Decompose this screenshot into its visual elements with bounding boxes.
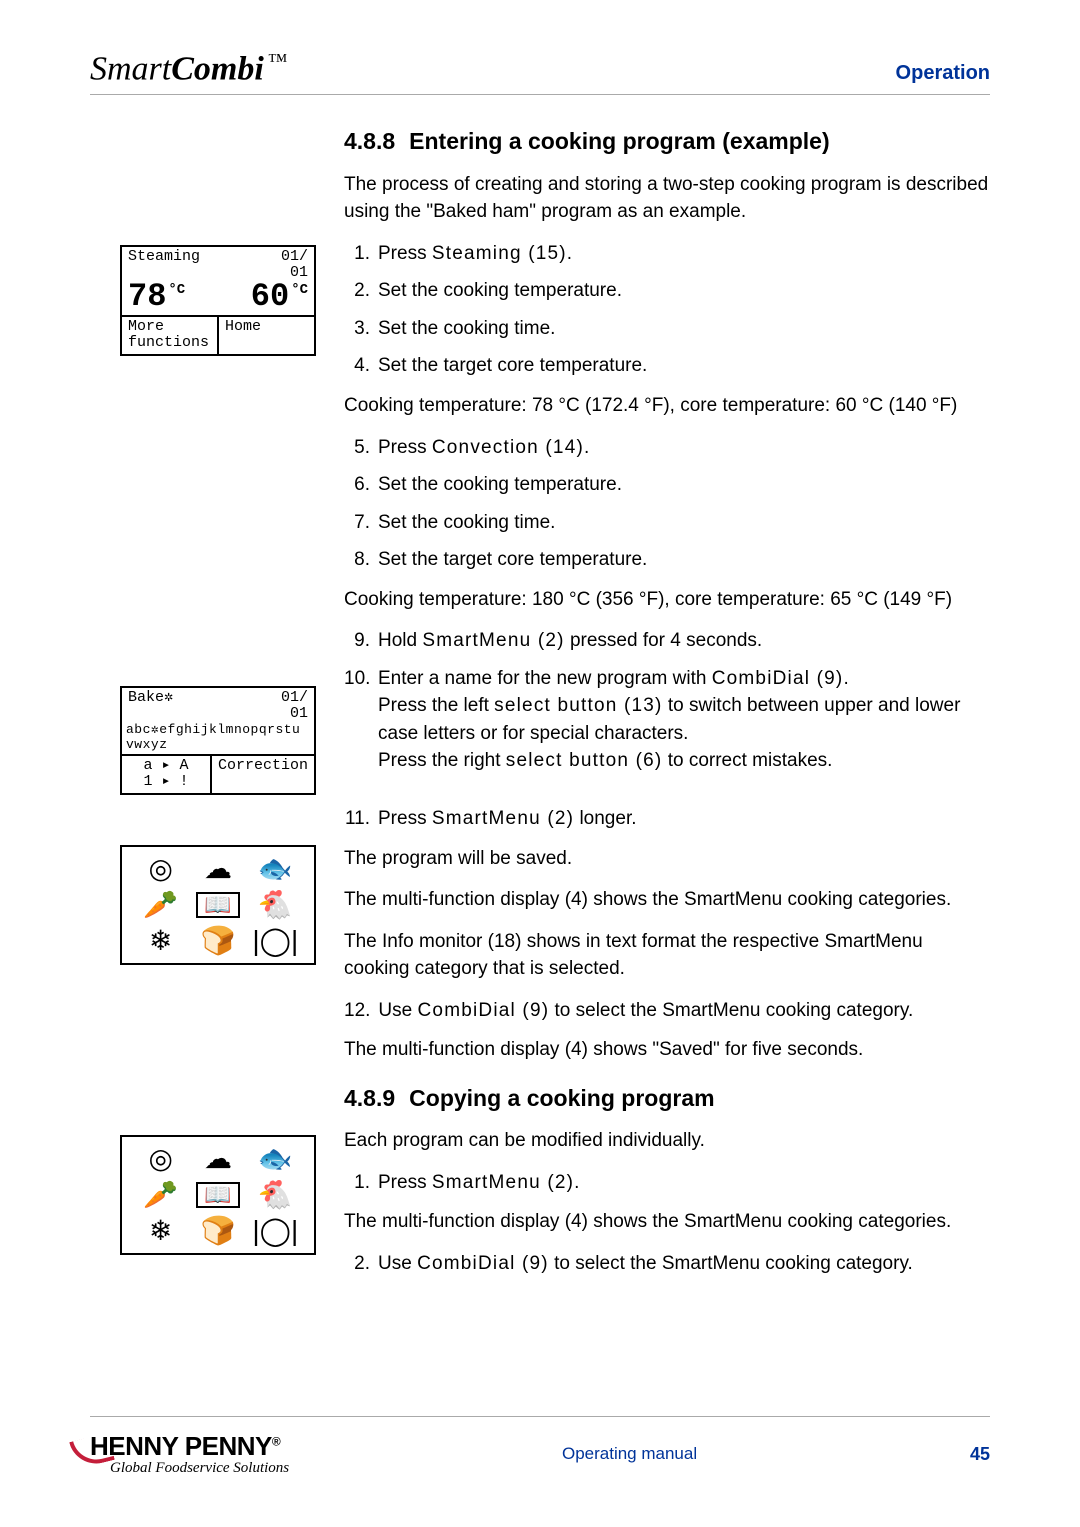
cat-icon: |◯| (252, 927, 298, 955)
body-paragraph: The program will be saved. (344, 845, 990, 873)
cat-icon: ❄ (149, 927, 172, 955)
alpha-line-1: abc✲efghijklmnopqrstu (126, 723, 310, 737)
step-counter-b: 01 (281, 706, 308, 722)
unit-b: °C (291, 282, 308, 298)
temp-a: 78 (128, 278, 166, 315)
note-paragraph: Cooking temperature: 78 °C (172.4 °F), c… (344, 392, 990, 420)
control-ref: SmartMenu (2) (432, 808, 574, 829)
control-ref: CombiDial (9) (418, 1000, 550, 1021)
content-grid: Steaming 01/ 01 78°C 60°C More functions… (90, 125, 990, 1289)
section-heading-488: 4.8.8 Entering a cooking program (example… (344, 125, 990, 158)
cat-icon: 🐔 (258, 891, 293, 919)
list-item: 11.Press SmartMenu (2) longer. (344, 805, 990, 833)
cat-icon: 🐟 (258, 1145, 293, 1173)
softkey-left: More functions (122, 317, 219, 354)
control-ref: Steaming (15) (432, 243, 567, 264)
list-item: 2.Use CombiDial (9) to select the SmartM… (344, 1250, 990, 1278)
footer-doc-title: Operating manual (562, 1444, 697, 1464)
brand-part-b: Combi (171, 50, 264, 87)
cat-icon: 🥕 (143, 891, 178, 919)
brand-tm: ™ (268, 50, 288, 72)
section-title: Copying a cooking program (409, 1085, 714, 1111)
control-ref: SmartMenu (2) (432, 1172, 574, 1193)
list-item: 2.Set the cooking temperature. (344, 277, 990, 305)
body-paragraph: The Info monitor (18) shows in text form… (344, 928, 990, 983)
list-item: 1.Press Steaming (15). (344, 240, 990, 268)
footer-logo: HENNY PENNY® Global Foodservice Solution… (90, 1431, 289, 1477)
body-paragraph: The multi-function display (4) shows "Sa… (344, 1036, 990, 1064)
intro-paragraph: The process of creating and storing a tw… (344, 171, 990, 226)
program-name: Bake✲ (128, 690, 173, 722)
cat-icon: |◯| (252, 1217, 298, 1245)
control-ref: select button (13) (494, 695, 662, 716)
softkey-right: Home (219, 317, 314, 354)
cat-icon: 🍞 (201, 927, 236, 955)
section-label: Operation (896, 62, 990, 85)
step-list: 1.Press Steaming (15). 2.Set the cooking… (344, 240, 990, 380)
display-panel-categories-1: ◎ ☁ 🐟 🥕 📖 🐔 ❄ 🍞 |◯| (120, 845, 316, 965)
footer-brand: HENNY PENNY® (90, 1431, 289, 1462)
control-ref: CombiDial (9) (417, 1253, 549, 1274)
list-item: 10.Enter a name for the new program with… (344, 665, 990, 775)
step-list: 5.Press Convection (14). 6.Set the cooki… (344, 434, 990, 574)
cat-icon: ◎ (148, 1145, 172, 1173)
brand-title: SmartCombi™ (90, 50, 287, 88)
step-counter-a: 01/ (281, 690, 308, 706)
list-item: 5.Press Convection (14). (344, 434, 990, 462)
alpha-line-2: vwxyz (126, 738, 310, 752)
control-ref: CombiDial (9) (712, 668, 844, 689)
list-item: 8.Set the target core temperature. (344, 546, 990, 574)
softkey-left: a ▸ A 1 ▸ ! (122, 756, 212, 793)
swoosh-icon (69, 1433, 115, 1470)
section-title: Entering a cooking program (example) (409, 128, 829, 154)
cat-icon-selected: 📖 (196, 1182, 239, 1208)
body-paragraph: The multi-function display (4) shows the… (344, 1208, 990, 1236)
control-ref: Convection (14) (432, 437, 584, 458)
list-item: 9.Hold SmartMenu (2) pressed for 4 secon… (344, 627, 990, 655)
step-list: 1.Press SmartMenu (2). (344, 1169, 990, 1197)
cat-icon: ☁ (204, 855, 232, 883)
display-panel-name-entry: Bake✲ 01/ 01 abc✲efghijklmnopqrstu vwxyz… (120, 686, 316, 795)
section-heading-489: 4.8.9 Copying a cooking program (344, 1082, 990, 1115)
display-panel-categories-2: ◎ ☁ 🐟 🥕 📖 🐔 ❄ 🍞 |◯| (120, 1135, 316, 1255)
temp-b: 60 (251, 278, 289, 315)
list-item: 3.Set the cooking time. (344, 315, 990, 343)
cat-icon: ❄ (149, 1217, 172, 1245)
softkey-right: Correction (212, 756, 314, 793)
list-item: 12.Use CombiDial (9) to select the Smart… (344, 997, 990, 1025)
section-number: 4.8.9 (344, 1085, 395, 1111)
brand-part-a: Smart (90, 50, 171, 87)
footer-tagline: Global Foodservice Solutions (110, 1460, 289, 1477)
cat-icon: 🥕 (143, 1181, 178, 1209)
page-header: SmartCombi™ Operation (90, 50, 990, 95)
list-item: 1.Press SmartMenu (2). (344, 1169, 990, 1197)
mode-label: Steaming (128, 249, 200, 281)
list-item: 6.Set the cooking temperature. (344, 471, 990, 499)
step-list: 12.Use CombiDial (9) to select the Smart… (344, 997, 990, 1025)
step-list: 11.Press SmartMenu (2) longer. (344, 805, 990, 833)
footer-page-number: 45 (970, 1444, 990, 1465)
page-footer: HENNY PENNY® Global Foodservice Solution… (90, 1416, 990, 1477)
control-ref: SmartMenu (2) (422, 630, 564, 651)
unit-a: °C (168, 282, 185, 298)
list-item: 7.Set the cooking time. (344, 509, 990, 537)
cat-icon: 🍞 (201, 1217, 236, 1245)
section-number: 4.8.8 (344, 128, 395, 154)
intro-paragraph: Each program can be modified individuall… (344, 1127, 990, 1155)
cat-icon: 🐟 (258, 855, 293, 883)
step-list: 9.Hold SmartMenu (2) pressed for 4 secon… (344, 627, 990, 775)
control-ref: select button (6) (506, 750, 663, 771)
list-item: 4.Set the target core temperature. (344, 352, 990, 380)
cat-icon: 🐔 (258, 1181, 293, 1209)
cat-icon-selected: 📖 (196, 892, 239, 918)
cat-icon: ☁ (204, 1145, 232, 1173)
body-paragraph: The multi-function display (4) shows the… (344, 886, 990, 914)
display-panel-steaming: Steaming 01/ 01 78°C 60°C More functions… (120, 245, 316, 356)
note-paragraph: Cooking temperature: 180 °C (356 °F), co… (344, 586, 990, 614)
right-column: 4.8.8 Entering a cooking program (example… (344, 125, 990, 1289)
step-counter-a: 01/ (281, 249, 308, 265)
left-column: Steaming 01/ 01 78°C 60°C More functions… (90, 125, 320, 1289)
cat-icon: ◎ (148, 855, 172, 883)
step-list: 2.Use CombiDial (9) to select the SmartM… (344, 1250, 990, 1278)
